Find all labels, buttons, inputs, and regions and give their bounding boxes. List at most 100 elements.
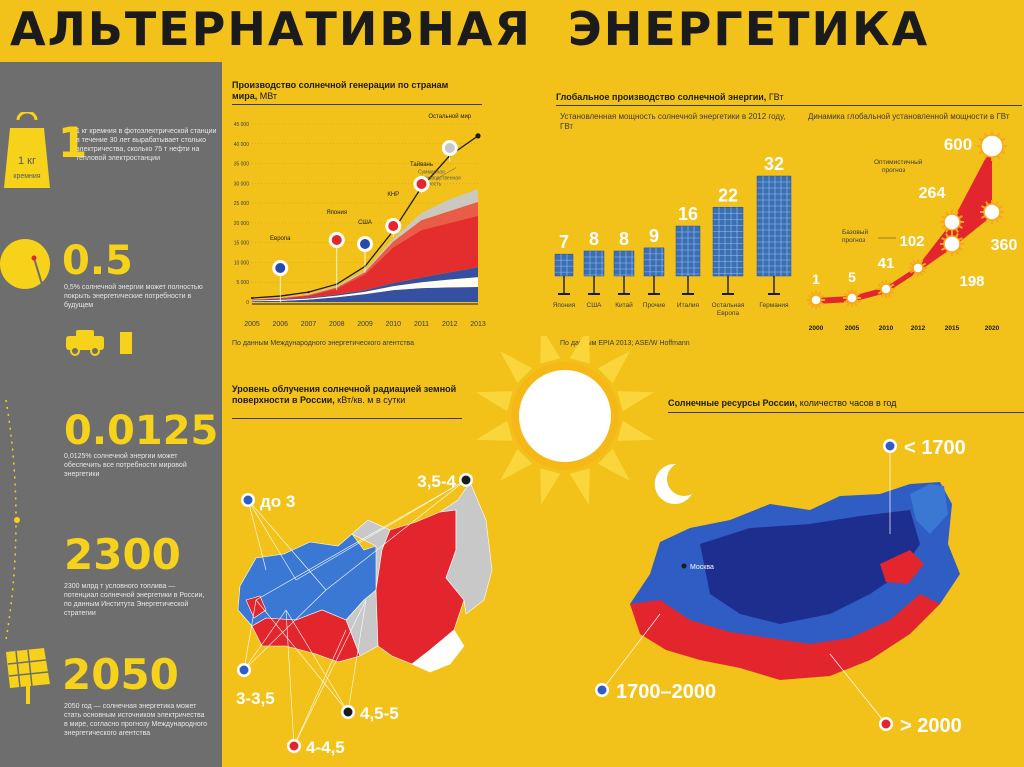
- area-ytick-label: 5 000: [236, 280, 249, 286]
- map-leader: [293, 629, 347, 747]
- area-series-name: США: [358, 220, 372, 226]
- growth-base-label-2: прогноз: [842, 237, 865, 244]
- growth-point: [980, 134, 1004, 158]
- dotted-arc-decoration: [5, 400, 20, 640]
- area-total-label-word: Суммарная: [418, 169, 445, 175]
- map-leader: [829, 653, 887, 725]
- map-leader: [601, 613, 661, 691]
- sun-ray: [569, 336, 590, 364]
- area-marker-flag-icon: [444, 143, 455, 153]
- map-leader: [255, 479, 467, 601]
- sun-dish-icon: [0, 239, 50, 305]
- growth-point: [880, 283, 892, 295]
- map-leader: [285, 609, 349, 713]
- sun-ray: [540, 336, 561, 364]
- map-legend-dot: [243, 495, 253, 505]
- growth-base-point: [807, 291, 825, 309]
- growth-value-label: 360: [991, 237, 1018, 254]
- area-marker-flag-icon: [388, 221, 399, 231]
- line-chart-subtitle: Динамика глобальной установленной мощнос…: [808, 112, 1010, 121]
- map-leader: [295, 479, 467, 581]
- area-total-point: [250, 296, 254, 300]
- area-xtick-label: 2008: [329, 321, 345, 328]
- growth-base-label: Базовый: [842, 228, 868, 236]
- stat-value-4: 2300: [64, 530, 181, 579]
- left-map-title: Уровень облучения солнечной радиацией зе…: [232, 384, 457, 405]
- bar-value-label: 16: [678, 204, 698, 224]
- area-series-name: Европа: [270, 236, 291, 242]
- map-legend-dot: [289, 741, 299, 751]
- growth-xtick-label: 2005: [845, 325, 860, 332]
- area-series-name: Япония: [326, 210, 347, 216]
- bar-category-label: Япония: [553, 302, 576, 309]
- growth-base-point: [980, 200, 1004, 224]
- map-leader: [243, 609, 287, 671]
- sun-ray: [598, 449, 631, 482]
- area-chart: 0 5 000 10 000 15 000 20 000 25 000 30 000 35 0…: [234, 113, 486, 328]
- growth-value-label: 198: [959, 273, 984, 290]
- bar-category-label: Прочие: [643, 302, 666, 309]
- area-chart-title: Производство солнечной генерации по стра…: [232, 80, 449, 101]
- bar-value-label: 7: [559, 232, 569, 252]
- map-leader: [243, 589, 327, 671]
- area-xtick-label: 2006: [272, 321, 288, 328]
- sun-ray: [540, 468, 561, 505]
- map-legend-dot: [885, 441, 895, 451]
- bar: [756, 175, 792, 277]
- title-word-1: АЛЬТЕРНАТИВНАЯ: [10, 2, 532, 56]
- bar: [583, 250, 605, 277]
- area-xtick-label: 2009: [357, 321, 373, 328]
- map-region-high: [630, 594, 940, 680]
- map-region-high-2: [880, 550, 924, 584]
- area-ytick-label: 30 000: [234, 181, 250, 187]
- area-ytick-label: 10 000: [234, 260, 250, 266]
- area-marker-flag-icon: [275, 263, 286, 273]
- area-marker-flag-icon: [416, 179, 427, 189]
- area-total-label-word: мощность: [418, 181, 442, 187]
- sun-disc: [519, 370, 611, 462]
- bar-chart-title: Глобальное производство солнечной энерги…: [556, 92, 784, 102]
- area-xtick-label: 2010: [385, 321, 401, 328]
- stat-value-5: 2050: [62, 650, 179, 699]
- area-ytick-label: 0: [246, 300, 249, 306]
- growth-value-label: 1: [812, 271, 820, 287]
- sun-ray: [617, 391, 654, 412]
- bar-category-label: Германия: [759, 302, 789, 309]
- map-leader: [247, 499, 297, 581]
- right-map-title: Солнечные ресурсы России, количество час…: [668, 398, 897, 408]
- bar-value-label: 8: [589, 229, 599, 249]
- area-series-0: [252, 286, 478, 302]
- area-ytick-label: 15 000: [234, 241, 250, 247]
- sun-ray: [476, 420, 513, 441]
- map-region-5: [411, 629, 465, 673]
- map-legend-label: 1700–2000: [616, 681, 716, 703]
- map-region-6: [245, 595, 267, 619]
- stat-text-3: 0,0125% солнечной энергии может обеспечи…: [64, 453, 187, 478]
- growth-opt-label: Оптимистичный: [874, 158, 923, 166]
- area-xtick-label: 2007: [301, 321, 317, 328]
- bar-category-label: США: [587, 302, 603, 309]
- bar: [554, 253, 574, 277]
- bar: [712, 207, 744, 277]
- bar-chart-subtitle: Установленная мощность солнечной энергет…: [560, 112, 786, 131]
- bar-value-label: 32: [764, 154, 784, 174]
- growth-value-label: 600: [944, 135, 972, 154]
- bar-chart: 7 Япония 8 США 8 Китай 9 Прочие 16 Италия 22 Осталь…: [553, 154, 792, 317]
- map-leader: [285, 609, 295, 747]
- stat-value-3: 0.0125: [64, 408, 219, 454]
- bar-category-label: Италия: [677, 302, 700, 309]
- title-word-2: ЭНЕРГЕТИКА: [568, 2, 930, 56]
- map-legend-dot: [461, 475, 471, 485]
- growth-point: [912, 262, 924, 274]
- area-ytick-label: 25 000: [234, 201, 250, 207]
- growth-value-label: 5: [848, 269, 856, 285]
- map-legend-dot: [597, 685, 607, 695]
- map-leader: [255, 599, 349, 713]
- sun-ray: [499, 449, 532, 482]
- stat-value-1: 1: [58, 118, 88, 167]
- area-series-name: КНР: [387, 192, 399, 198]
- stat-value-2: 0.5: [62, 238, 133, 284]
- area-total-leader: [435, 167, 457, 180]
- area-ytick-label: 40 000: [234, 142, 250, 148]
